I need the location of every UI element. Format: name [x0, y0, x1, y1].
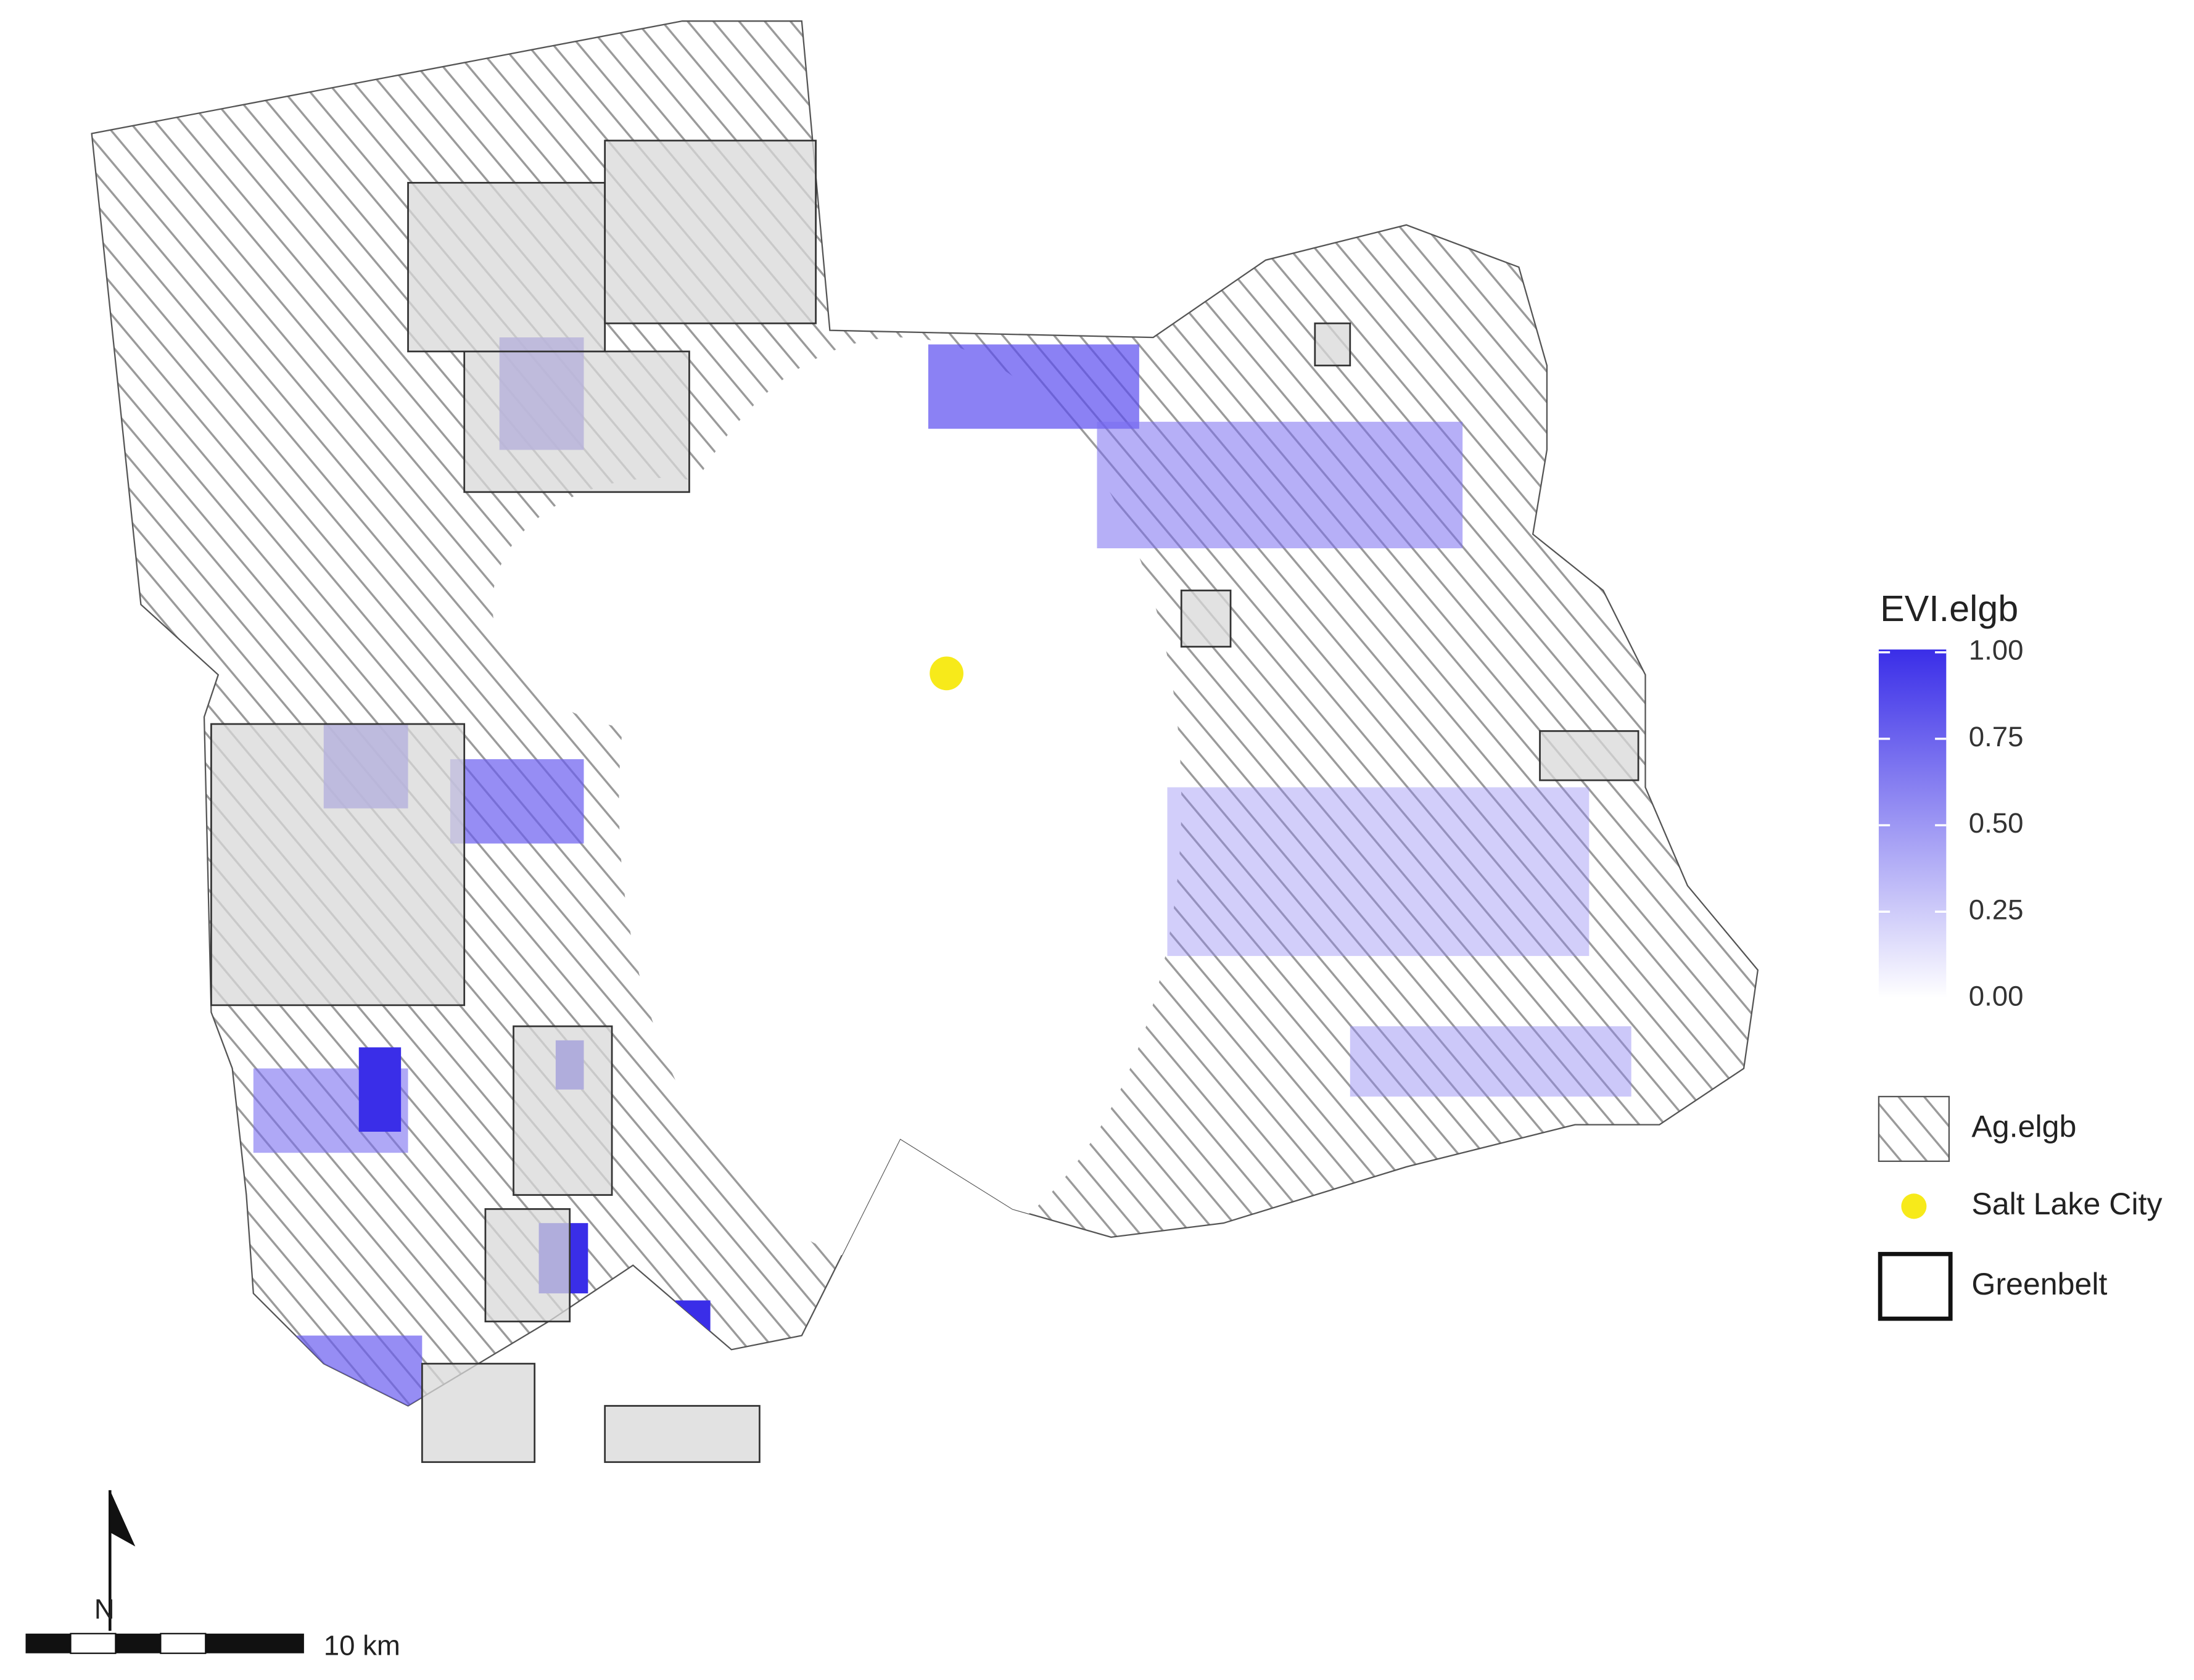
legend-hatch-swatch [1878, 1095, 1950, 1163]
greenbelt-parcel [484, 1208, 571, 1323]
greenbelt-parcel [604, 139, 817, 324]
legend: EVI.elgb 1.00 0.75 0.50 0.25 0.00 Ag.elgb Sa… [1878, 588, 2163, 1321]
scale-segment [115, 1633, 161, 1653]
legend-outline-swatch [1878, 1251, 1953, 1321]
color-bar [1878, 649, 1947, 999]
color-bar-ticks: 1.00 0.75 0.50 0.25 0.00 [1878, 635, 2024, 1011]
greenbelt-parcel [1180, 590, 1232, 648]
legend-label: Greenbelt [1971, 1267, 2107, 1301]
evi-patch [1350, 1026, 1631, 1097]
greenbelt-parcel [604, 1405, 761, 1464]
salt-lake-city [930, 656, 963, 691]
greenbelt-parcels [210, 139, 1639, 1464]
greenbelt-parcel [1314, 322, 1351, 367]
legend-point-swatch [1901, 1193, 1927, 1219]
north-label: N [94, 1593, 115, 1624]
greenbelt-parcel [1539, 730, 1639, 781]
scale-bar: 10 km [25, 1630, 400, 1661]
county [91, 20, 1759, 1464]
evi-patch [928, 344, 1139, 429]
color-bar-tick-label: 1.00 [1969, 635, 2024, 666]
color-bar-tick-label: 0.50 [1969, 807, 2024, 839]
evi-patch [1097, 421, 1463, 549]
greenbelt-parcel [421, 1362, 536, 1464]
color-bar-tick-label: 0.00 [1969, 980, 2024, 1011]
greenbelt-parcel [407, 181, 606, 353]
scale-segment [70, 1633, 117, 1654]
legend-title: EVI.elgb [1880, 588, 2018, 629]
north-arrow: N [94, 1490, 136, 1631]
legend-label: Ag.elgb [1971, 1110, 2076, 1144]
scale-segment [25, 1633, 71, 1653]
color-bar-tick-label: 0.75 [1969, 721, 2024, 752]
greenbelt-parcel [463, 350, 690, 493]
scale-segment [160, 1633, 207, 1654]
color-bar-tick-label: 0.25 [1969, 894, 2024, 925]
legend-label: Salt Lake City [1971, 1187, 2162, 1221]
urban-core [492, 478, 830, 731]
evi-patch [675, 1300, 711, 1350]
greenbelt-parcel [513, 1025, 613, 1196]
evi-patch [253, 1335, 423, 1406]
evi-patch [358, 1047, 402, 1132]
evi-patch [450, 759, 584, 844]
scale-label: 10 km [324, 1630, 400, 1661]
scale-segment [205, 1633, 304, 1653]
north-arrow-head [110, 1490, 136, 1547]
evi-patch [1167, 787, 1590, 957]
greenbelt-parcel [210, 723, 466, 1007]
